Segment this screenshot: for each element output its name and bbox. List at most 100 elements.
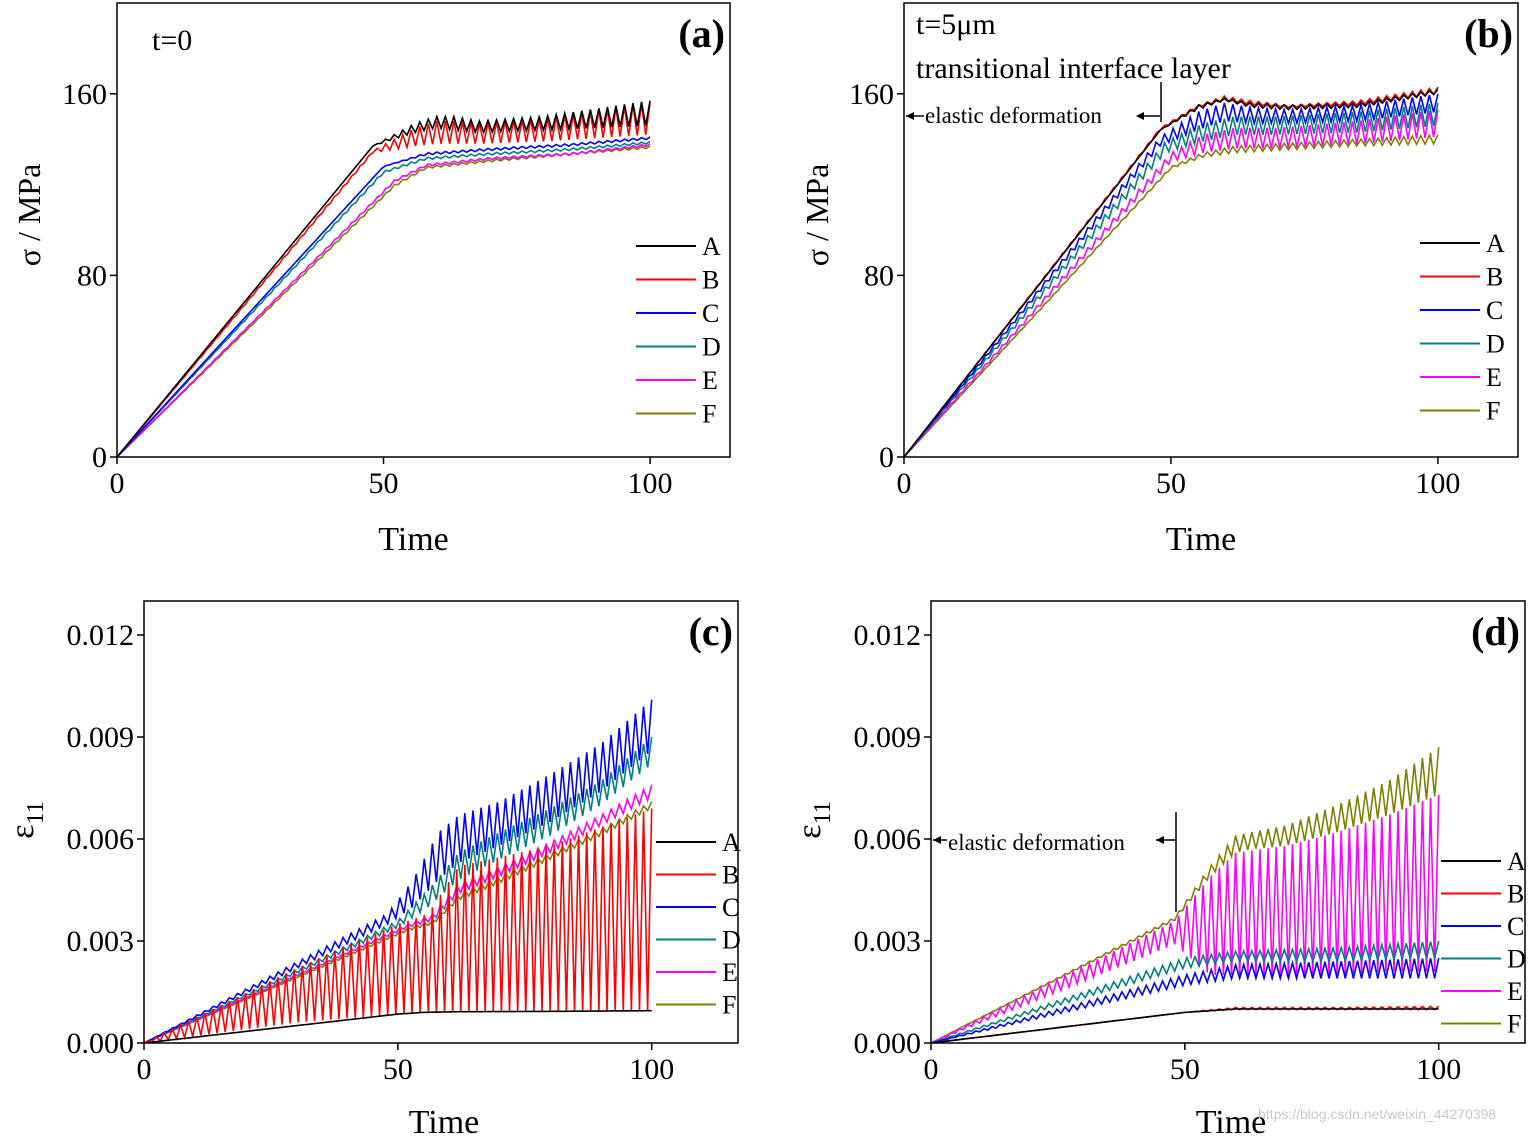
x-tick-label: 100	[1415, 467, 1460, 500]
legend-label-E: E	[1486, 363, 1502, 392]
series-line-C	[904, 93, 1439, 457]
annotation-interface-layer: transitional interface layer	[916, 52, 1231, 85]
series-line-F	[931, 747, 1440, 1043]
y-tick-label: 0.012	[67, 619, 135, 652]
legend-label-C: C	[1486, 296, 1503, 325]
legend-label-F: F	[702, 400, 716, 429]
x-tick-label: 100	[1416, 1053, 1461, 1086]
watermark: https://blog.csdn.net/weixin_44270398	[1258, 1106, 1497, 1122]
legend-label-B: B	[1507, 880, 1524, 909]
arrow-left-head	[906, 112, 914, 120]
legend-label-D: D	[702, 333, 721, 362]
x-tick-label: 0	[897, 467, 912, 500]
y-tick-label: 0.009	[67, 721, 135, 754]
annotation-thickness: t=5μm	[916, 8, 996, 41]
series-line-D	[904, 102, 1439, 457]
axes-frame	[116, 2, 731, 458]
annotation-elastic-deformation: elastic deformation	[925, 103, 1102, 128]
legend-label-E: E	[722, 958, 738, 987]
y-tick-label: 0.012	[854, 619, 922, 652]
y-tick-label: 80	[864, 259, 894, 292]
x-tick-label: 50	[1156, 467, 1186, 500]
y-axis-label: ε11	[4, 801, 49, 838]
arrow-right-head	[1156, 836, 1164, 844]
x-tick-label: 50	[369, 467, 399, 500]
series-line-C	[931, 957, 1440, 1043]
legend-label-F: F	[1507, 1010, 1521, 1039]
legend-label-B: B	[1486, 263, 1503, 292]
plot-area	[117, 100, 651, 457]
x-tick-label: 100	[629, 1053, 674, 1086]
annotation-elastic-deformation: elastic deformation	[948, 830, 1125, 855]
legend-label-E: E	[1507, 977, 1523, 1006]
legend-label-D: D	[722, 926, 741, 955]
x-tick-label: 0	[924, 1053, 939, 1086]
plot-area	[904, 86, 1439, 457]
x-tick-label: 100	[628, 467, 673, 500]
axes-frame	[930, 600, 1526, 1044]
y-tick-label: 0.000	[67, 1027, 135, 1060]
series-line-B	[144, 808, 653, 1043]
x-axis-label: Time	[409, 1104, 480, 1137]
x-axis-label: Time	[1196, 1104, 1267, 1137]
series-line-D	[931, 940, 1440, 1043]
series-line-C	[117, 136, 651, 457]
legend-label-A: A	[702, 232, 721, 261]
legend-label-D: D	[1507, 945, 1526, 974]
panel-label: (c)	[689, 609, 733, 654]
plot-area	[144, 699, 653, 1043]
legend-label-C: C	[722, 893, 739, 922]
series-line-E	[117, 143, 651, 457]
legend-label-F: F	[722, 991, 736, 1020]
y-tick-label: 0.003	[854, 925, 922, 958]
x-tick-label: 50	[1170, 1053, 1200, 1086]
x-tick-label: 50	[383, 1053, 413, 1086]
y-tick-label: 0.000	[854, 1027, 922, 1060]
series-line-A	[904, 88, 1439, 457]
series-line-E	[904, 109, 1439, 457]
panel-label: (a)	[678, 11, 725, 56]
legend-label-A: A	[1486, 229, 1505, 258]
x-axis-label: Time	[378, 521, 449, 558]
legend-label-B: B	[702, 266, 719, 295]
series-line-A	[144, 1009, 652, 1043]
series-line-E	[931, 794, 1440, 1043]
arrow-right-head	[1136, 112, 1144, 120]
panel-c: 0 50 100 0.000 0.003 0.006 0.009 0.012 Time ε11 (c…	[4, 600, 741, 1137]
panel-d: 0 50 100 0.000 0.003 0.006 0.009 0.012 Time ε11 (d…	[791, 600, 1526, 1137]
series-line-A	[931, 1008, 1439, 1043]
y-tick-label: 80	[77, 259, 107, 292]
y-axis-label: ε11	[791, 801, 836, 838]
series-line-F	[904, 133, 1439, 457]
y-tick-label: 0.006	[854, 823, 922, 856]
legend-label-C: C	[702, 299, 719, 328]
y-tick-label: 160	[62, 78, 107, 111]
x-tick-label: 0	[110, 467, 125, 500]
y-tick-label: 0.006	[67, 823, 135, 856]
y-axis-label: σ / MPa	[799, 164, 835, 267]
series-line-A	[117, 100, 651, 457]
y-tick-label: 160	[849, 78, 894, 111]
x-tick-label: 0	[137, 1053, 152, 1086]
legend-label-A: A	[1507, 847, 1526, 876]
legend-label-E: E	[702, 366, 718, 395]
y-tick-label: 0.003	[67, 925, 135, 958]
x-axis-label: Time	[1166, 521, 1237, 558]
axes-frame	[143, 600, 739, 1044]
legend-label-F: F	[1486, 397, 1500, 426]
series-line-C	[144, 699, 653, 1043]
legend-label-A: A	[722, 828, 741, 857]
legend-label-B: B	[722, 861, 739, 890]
y-axis-label: σ / MPa	[11, 164, 47, 267]
y-tick-label: 0.009	[854, 721, 922, 754]
panel-label: (b)	[1464, 11, 1513, 56]
axes-frame	[903, 2, 1519, 458]
plot-area	[931, 747, 1440, 1043]
annotation-thickness: t=0	[152, 24, 192, 57]
y-tick-label: 0	[92, 441, 107, 474]
legend-label-D: D	[1486, 330, 1505, 359]
y-tick-label: 0	[879, 441, 894, 474]
